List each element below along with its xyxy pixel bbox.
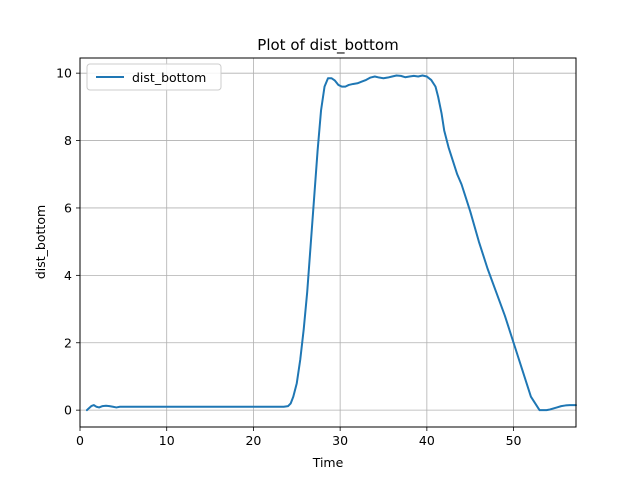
y-tick-label: 10 <box>56 66 72 81</box>
x-tick-label: 0 <box>76 433 84 448</box>
legend-label: dist_bottom <box>132 70 206 85</box>
y-axis-ticks: 0 2 4 6 8 10 <box>56 66 80 418</box>
y-tick-label: 6 <box>64 200 72 215</box>
x-axis-label: Time <box>312 455 344 470</box>
x-tick-label: 50 <box>506 433 522 448</box>
y-tick-label: 4 <box>64 268 72 283</box>
x-tick-label: 40 <box>419 433 435 448</box>
x-tick-label: 20 <box>245 433 261 448</box>
legend: dist_bottom <box>86 63 222 91</box>
grid-lines <box>79 58 576 427</box>
y-axis-label: dist_bottom <box>33 205 48 279</box>
series-layer <box>85 74 577 412</box>
axes-frame <box>79 57 577 428</box>
series-line-dist-bottom <box>85 74 577 412</box>
x-tick-label: 30 <box>332 433 348 448</box>
y-tick-label: 2 <box>64 335 72 350</box>
y-tick-label: 0 <box>64 403 72 418</box>
x-axis-ticks: 0 10 20 30 40 50 <box>76 427 522 448</box>
y-tick-label: 8 <box>64 133 72 148</box>
x-tick-label: 10 <box>159 433 175 448</box>
chart-title: Plot of dist_bottom <box>257 36 398 55</box>
legend-box <box>86 63 222 91</box>
